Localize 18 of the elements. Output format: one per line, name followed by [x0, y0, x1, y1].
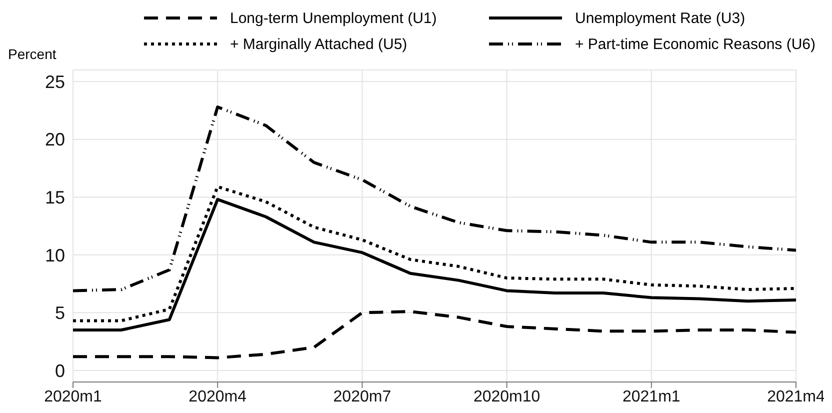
- x-tick-label: 2021m1: [622, 388, 680, 406]
- x-tick-label: 2020m7: [333, 388, 392, 406]
- y-tick-label: 0: [54, 360, 65, 381]
- legend-label: Unemployment Rate (U3): [575, 10, 746, 26]
- x-tick-label: 2020m4: [188, 388, 247, 406]
- legend-label: + Part-time Economic Reasons (U6): [575, 36, 816, 52]
- x-tick-label: 2020m1: [44, 388, 102, 406]
- y-tick-label: 10: [44, 245, 65, 266]
- legend-label: + Marginally Attached (U5): [230, 36, 408, 52]
- y-axis-title: Percent: [8, 46, 56, 62]
- y-tick-label: 15: [44, 188, 65, 208]
- y-tick-label: 20: [44, 130, 65, 150]
- line-series: [73, 310, 796, 360]
- line-series: [73, 105, 796, 292]
- x-tick-label: 2020m10: [473, 388, 540, 406]
- y-tick-label: 25: [44, 72, 65, 92]
- y-tick-label: 5: [54, 303, 65, 324]
- legend-label: Long-term Unemployment (U1): [230, 10, 437, 26]
